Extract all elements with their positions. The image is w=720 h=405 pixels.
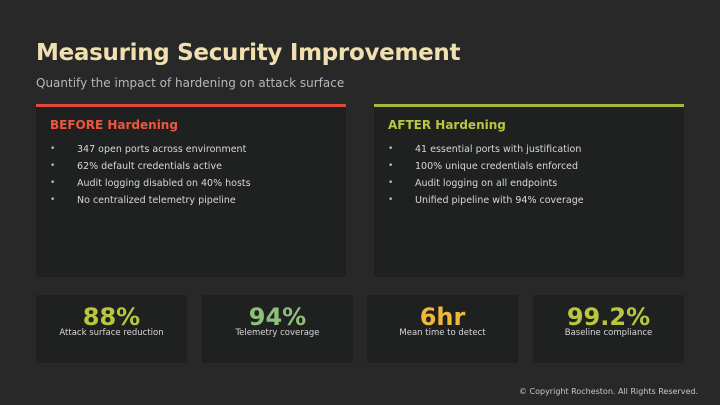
bullet-icon: • xyxy=(50,195,56,205)
stat-label: Attack surface reduction xyxy=(59,328,164,338)
before-list: • 347 open ports across environment • 62% … xyxy=(50,141,251,209)
list-item: • Unified pipeline with 94% coverage xyxy=(388,192,584,209)
after-hardening-panel: AFTER Hardening • 41 essential ports with… xyxy=(374,104,684,277)
list-item-text: 62% default credentials active xyxy=(77,161,222,172)
list-item-text: 41 essential ports with justification xyxy=(415,144,582,155)
stat-value: 99.2% xyxy=(566,303,651,331)
stat-label: Baseline compliance xyxy=(564,328,653,338)
bullet-icon: • xyxy=(388,144,394,154)
stat-card-telemetry: 94% Telemetry coverage xyxy=(202,295,353,363)
page-title: Measuring Security Improvement xyxy=(36,40,461,66)
list-item: • 62% default credentials active xyxy=(50,158,251,175)
stat-card-attack-surface: 88% Attack surface reduction xyxy=(36,295,187,363)
before-panel-heading: BEFORE Hardening xyxy=(50,118,178,132)
stat-card-mttd: 6hr Mean time to detect xyxy=(367,295,518,363)
list-item: • 41 essential ports with justification xyxy=(388,141,584,158)
before-hardening-panel: BEFORE Hardening • 347 open ports across … xyxy=(36,104,346,277)
stat-value: 6hr xyxy=(419,303,466,331)
list-item-text: Unified pipeline with 94% coverage xyxy=(415,195,584,206)
list-item: • Audit logging on all endpoints xyxy=(388,175,584,192)
list-item: • No centralized telemetry pipeline xyxy=(50,192,251,209)
list-item-text: 347 open ports across environment xyxy=(77,144,247,155)
bullet-icon: • xyxy=(50,144,56,154)
after-list: • 41 essential ports with justification •… xyxy=(388,141,584,209)
list-item-text: 100% unique credentials enforced xyxy=(415,161,579,172)
after-panel-heading: AFTER Hardening xyxy=(388,118,506,132)
list-item: • 100% unique credentials enforced xyxy=(388,158,584,175)
copyright-footer: © Copyright Rocheston. All Rights Reserv… xyxy=(518,387,698,396)
list-item: • 347 open ports across environment xyxy=(50,141,251,158)
stat-card-compliance: 99.2% Baseline compliance xyxy=(533,295,684,363)
list-item: • Audit logging disabled on 40% hosts xyxy=(50,175,251,192)
stat-label: Mean time to detect xyxy=(399,328,486,338)
list-item-text: No centralized telemetry pipeline xyxy=(77,195,236,206)
stat-value: 88% xyxy=(82,303,141,331)
stat-label: Telemetry coverage xyxy=(235,328,320,338)
list-item-text: Audit logging disabled on 40% hosts xyxy=(77,178,251,189)
page-subtitle: Quantify the impact of hardening on atta… xyxy=(36,76,345,90)
bullet-icon: • xyxy=(50,178,56,188)
stat-value: 94% xyxy=(248,303,307,331)
bullet-icon: • xyxy=(50,161,56,171)
bullet-icon: • xyxy=(388,178,394,188)
list-item-text: Audit logging on all endpoints xyxy=(415,178,558,189)
bullet-icon: • xyxy=(388,195,394,205)
bullet-icon: • xyxy=(388,161,394,171)
